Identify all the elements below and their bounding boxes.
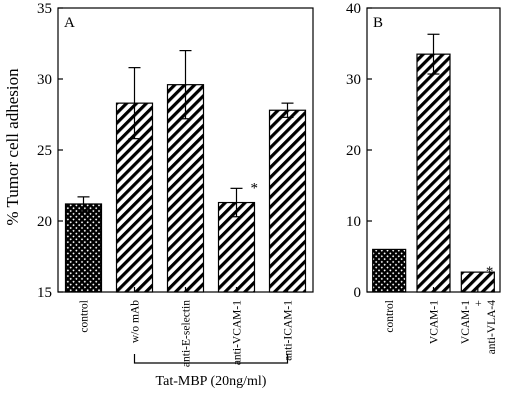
panel-a-y-tick-label: 15 [37,285,52,301]
panel-b: B 0 10 20 30 40 control VCAM-1 * VCAM-1+anti-VLA… [346,1,501,355]
panel-a-y-tick-label: 20 [37,214,52,230]
panel-b-label: B [373,15,383,31]
panel-a-y-tick-label: 25 [37,143,52,159]
panel-a-bar [268,109,307,293]
panel-b-category-label: VCAM-1+anti-VLA-4 [460,300,498,355]
panel-a-significance-marker: * [251,180,259,196]
panel-a-category-label: anti-ICAM-1 [283,300,295,361]
panel-b-significance-marker: * [486,264,494,280]
panel-a-category-label: anti-VCAM-1 [232,300,244,365]
panel-b-bar [416,53,451,293]
panel-b-category-label: control [384,300,396,333]
panel-b-y-tick-label: 30 [346,72,361,88]
panel-a-y-tick-label: 30 [37,72,52,88]
panel-b-bar [372,248,407,293]
y-axis-title: % Tumor cell adhesion [3,68,22,226]
panel-a: A 15 20 25 30 35 control w/o mAb anti-E-selecti… [37,1,314,389]
panel-b-y-tick-label: 40 [346,1,361,17]
panel-a-category-label: w/o mAb [130,300,142,343]
panel-b-category-label: VCAM-1 [429,300,441,344]
panel-a-group-bracket [133,354,289,364]
panel-b-y-tick-label: 0 [354,285,362,301]
panel-a-category-label: control [79,300,91,333]
panel-a-group-label: Tat-MBP (20ng/ml) [156,374,267,389]
panel-b-y-tick-label: 20 [346,143,361,159]
panel-b-y-tick-label: 10 [346,214,361,230]
panel-a-bar [64,203,103,293]
panel-a-label: A [64,15,75,31]
panel-a-bar [217,201,256,293]
panel-a-category-label: anti-E-selectin [181,300,193,367]
panel-a-y-tick-label: 35 [37,1,52,17]
